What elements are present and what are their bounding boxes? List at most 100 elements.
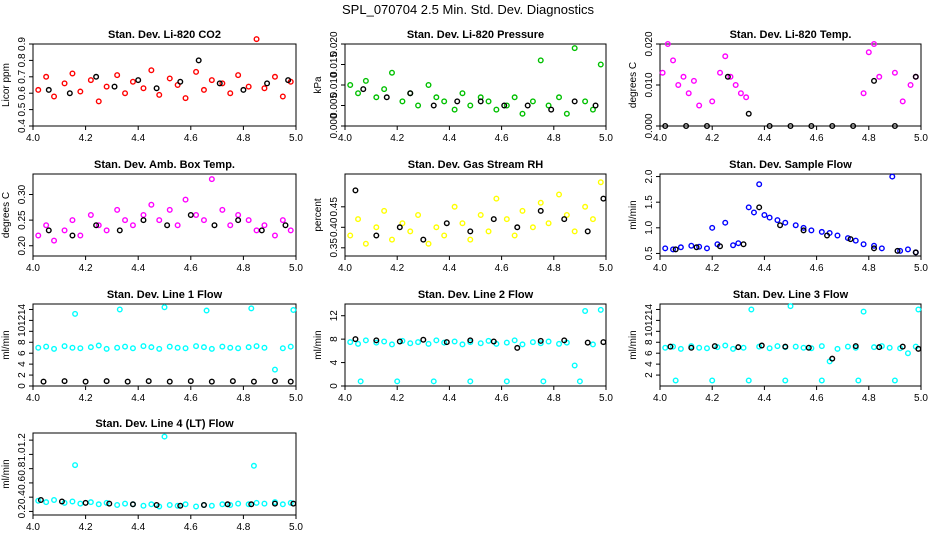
chart-title: Stan. Dev. Li-820 CO2	[108, 29, 221, 41]
data-point	[111, 83, 118, 90]
data-point	[355, 90, 362, 97]
data-point	[865, 49, 872, 56]
data-point	[592, 102, 599, 109]
data-point	[537, 337, 544, 344]
x-tick-label: 4.2	[390, 393, 404, 404]
data-point	[415, 102, 422, 109]
x-tick-label: 4.0	[26, 263, 40, 274]
x-tick-label: 4.2	[390, 263, 404, 274]
data-point	[177, 78, 184, 85]
data-point	[394, 378, 401, 385]
x-tick-label: 4.4	[131, 133, 145, 144]
data-point	[745, 110, 752, 117]
data-point	[355, 216, 362, 223]
data-point	[750, 209, 757, 216]
data-point	[556, 94, 563, 101]
data-point	[871, 77, 878, 84]
x-tick-label: 5.0	[599, 393, 613, 404]
y-tick-label: 14	[644, 303, 655, 315]
data-point	[722, 53, 729, 60]
x-tick-label: 4.4	[131, 522, 145, 533]
y-tick-label: 8	[17, 339, 28, 345]
x-tick-label: 4.2	[79, 522, 93, 533]
data-point	[589, 341, 596, 348]
data-point	[360, 86, 367, 93]
y-tick-label: 0.000	[644, 113, 655, 138]
data-point	[443, 220, 450, 227]
data-point	[77, 500, 84, 507]
data-point	[722, 219, 729, 226]
data-point	[441, 232, 448, 239]
data-point	[690, 77, 697, 84]
data-point	[659, 69, 666, 76]
data-point	[347, 81, 354, 88]
x-tick-label: 4.6	[184, 133, 198, 144]
data-point	[584, 228, 591, 235]
data-point	[264, 80, 271, 87]
data-point	[182, 196, 189, 203]
data-point	[766, 345, 773, 352]
data-point	[433, 224, 440, 231]
data-point	[245, 344, 252, 351]
data-point	[208, 502, 215, 509]
data-point	[758, 342, 765, 349]
data-point	[140, 217, 147, 224]
data-point	[800, 227, 807, 234]
data-point	[248, 305, 255, 312]
data-point	[279, 501, 286, 508]
data-series	[45, 57, 292, 97]
data-point	[420, 336, 427, 343]
data-point	[208, 176, 215, 183]
data-point	[261, 344, 268, 351]
data-point	[261, 222, 268, 229]
data-point	[51, 497, 58, 504]
data-point	[451, 338, 458, 345]
data-point	[187, 378, 194, 385]
y-tick-label: 2	[17, 372, 28, 378]
data-point	[235, 345, 242, 352]
data-point	[703, 345, 710, 352]
data-point	[511, 94, 518, 101]
x-tick-label: 4.6	[495, 133, 509, 144]
data-point	[235, 217, 242, 224]
x-tick-label: 4.2	[705, 393, 719, 404]
data-point	[735, 240, 742, 247]
data-point	[683, 122, 690, 129]
data-point	[200, 502, 207, 509]
data-point	[407, 90, 414, 97]
data-point	[35, 232, 42, 239]
data-series	[347, 179, 604, 247]
y-tick-label: 0.020	[644, 31, 655, 56]
data-point	[347, 339, 354, 346]
x-tick-label: 5.0	[289, 263, 303, 274]
data-series	[347, 45, 604, 117]
data-point	[182, 95, 189, 102]
y-axis-label: ml/min	[1, 459, 12, 488]
data-point	[571, 45, 578, 52]
x-tick-label: 4.8	[236, 522, 250, 533]
y-tick-label: 0.010	[329, 72, 340, 97]
x-tick-label: 4.8	[547, 263, 561, 274]
data-point	[503, 102, 510, 109]
y-axis-label: kPa	[313, 76, 324, 94]
data-point	[834, 345, 841, 352]
data-point	[43, 73, 50, 80]
data-point	[886, 344, 893, 351]
data-point	[433, 337, 440, 344]
plot-frame	[659, 173, 922, 257]
data-point	[545, 102, 552, 109]
data-series	[37, 497, 297, 509]
data-series	[360, 86, 599, 113]
data-point	[477, 98, 484, 105]
data-point	[287, 343, 294, 350]
data-point	[396, 338, 403, 345]
y-tick-label: 0.4	[17, 490, 28, 504]
data-point	[467, 337, 474, 344]
data-point	[443, 339, 450, 346]
data-point	[774, 343, 781, 350]
x-tick-label: 4.8	[862, 393, 876, 404]
y-tick-label: 2.0	[644, 169, 655, 183]
x-tick-label: 4.6	[184, 393, 198, 404]
data-series	[347, 306, 604, 385]
data-point	[87, 211, 94, 218]
